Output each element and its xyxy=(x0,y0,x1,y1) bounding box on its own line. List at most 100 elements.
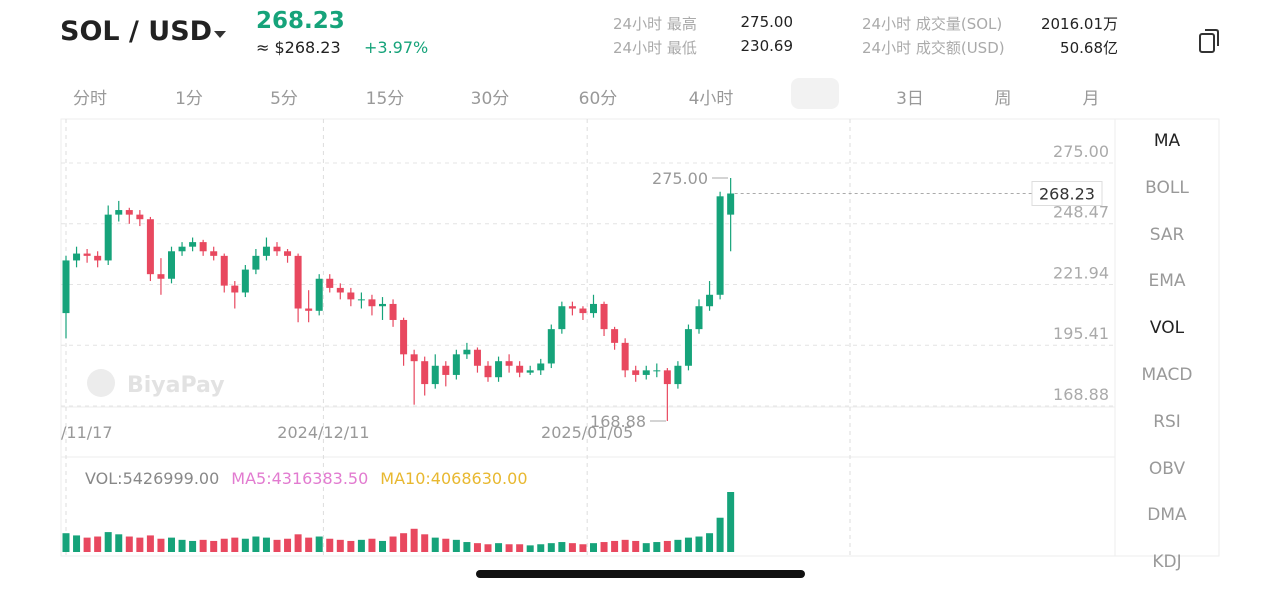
candle-body xyxy=(642,370,650,375)
volume-bar xyxy=(727,492,735,552)
indicator[interactable]: MACD xyxy=(1141,365,1193,385)
volume-bar xyxy=(642,543,650,552)
tab[interactable]: 周 xyxy=(994,89,1012,109)
candle-body xyxy=(252,255,260,270)
volume-bar xyxy=(547,543,555,552)
volume-bar xyxy=(674,539,682,552)
candle-body xyxy=(241,269,249,293)
volume-bar xyxy=(684,537,692,552)
volume-bar xyxy=(305,537,313,552)
candle-body xyxy=(505,361,513,366)
volume-bar xyxy=(473,543,481,552)
tab[interactable]: 4小时 xyxy=(688,89,734,109)
candle-body xyxy=(495,361,503,378)
symbol[interactable]: SOL / USD xyxy=(60,16,213,47)
tab[interactable]: 60分 xyxy=(578,89,618,109)
tab[interactable]: 15分 xyxy=(365,89,405,109)
volume-bar xyxy=(579,544,587,552)
candle-body xyxy=(178,246,186,252)
annotation: 275.00 xyxy=(652,169,708,188)
copy-icon[interactable] xyxy=(1196,24,1226,56)
last-price-label: 268.23 xyxy=(1039,185,1095,204)
volume-bar xyxy=(189,540,197,552)
indicator[interactable]: EMA xyxy=(1148,271,1186,292)
candle-body xyxy=(73,253,81,261)
volume-bar xyxy=(104,532,112,552)
candle-body xyxy=(463,349,471,355)
candle-body xyxy=(611,329,619,343)
volume-legend: MA10:4068630.00 xyxy=(380,469,527,488)
volume-bar xyxy=(716,517,724,552)
annotation: 168.88 xyxy=(590,412,646,431)
volume-bar xyxy=(410,528,418,552)
indicator[interactable]: KDJ xyxy=(1152,552,1182,573)
volume-bar xyxy=(663,540,671,552)
candle-body xyxy=(62,260,70,314)
volume-bar xyxy=(315,536,323,552)
candle-body xyxy=(706,294,714,307)
volume-bar xyxy=(537,544,545,552)
change: +3.97% xyxy=(364,38,429,57)
candle-body xyxy=(157,274,165,279)
volume-bar xyxy=(368,538,376,552)
candle-body xyxy=(547,329,555,364)
candle-body xyxy=(653,370,661,372)
tab[interactable]: 5分 xyxy=(270,89,298,109)
tab-highlight xyxy=(791,78,839,109)
indicator[interactable]: DMA xyxy=(1147,505,1187,526)
candle-body xyxy=(294,255,302,309)
candle-body xyxy=(357,299,365,301)
volume-bar xyxy=(695,536,703,552)
volume-bar xyxy=(336,539,344,552)
candle-body xyxy=(727,193,735,215)
approx-price: ≈ $268.23 xyxy=(256,38,341,57)
volume-bar xyxy=(136,537,144,552)
volume-bar xyxy=(178,539,186,552)
indicator[interactable]: BOLL xyxy=(1145,177,1189,198)
tab[interactable]: 分时 xyxy=(73,89,107,109)
volume-bar xyxy=(125,536,133,552)
indicator[interactable]: SAR xyxy=(1149,224,1185,245)
candle-body xyxy=(336,287,344,293)
indicator[interactable]: OBV xyxy=(1148,458,1186,479)
volume-bar xyxy=(241,538,249,552)
volume-bar xyxy=(706,533,714,552)
candle-body xyxy=(526,370,534,373)
volume-bar xyxy=(611,540,619,552)
candle-body xyxy=(410,354,418,362)
volume-bar xyxy=(389,536,397,552)
volume-bar xyxy=(452,539,460,552)
dropdown-icon[interactable] xyxy=(212,28,228,40)
tab[interactable]: 3日 xyxy=(896,89,924,109)
volume-bar xyxy=(568,543,576,552)
volume-bar xyxy=(484,544,492,552)
watermark: BiyaPay xyxy=(127,373,225,398)
volume-bar xyxy=(379,540,386,552)
volume-bar xyxy=(463,542,471,552)
candle-body xyxy=(347,292,355,300)
candle-body xyxy=(579,308,587,314)
tab[interactable]: 30分 xyxy=(470,89,510,109)
volume-bar xyxy=(252,536,260,552)
indicator[interactable]: VOL xyxy=(1149,318,1185,339)
price: 268.23 xyxy=(256,8,345,34)
stat-label: 24小时 最高 xyxy=(613,15,697,33)
volume-bar xyxy=(231,537,239,552)
indicator[interactable]: RSI xyxy=(1153,411,1181,432)
home-indicator xyxy=(476,570,805,578)
volume-bar xyxy=(442,538,450,552)
candle-body xyxy=(716,196,724,295)
volume-bar xyxy=(357,539,365,552)
candle-body xyxy=(305,308,313,311)
volume-bar xyxy=(421,534,429,552)
volume-bar xyxy=(94,536,102,552)
tab[interactable]: 1分 xyxy=(175,89,203,109)
candle-body xyxy=(568,306,576,309)
x-tick-label: /11/17 xyxy=(61,423,113,442)
candle-body xyxy=(484,365,492,378)
candle-body xyxy=(220,255,228,286)
indicator[interactable]: MA xyxy=(1153,131,1181,151)
candle-body xyxy=(695,306,703,330)
candle-body xyxy=(273,246,281,252)
tab[interactable]: 月 xyxy=(1082,89,1100,109)
